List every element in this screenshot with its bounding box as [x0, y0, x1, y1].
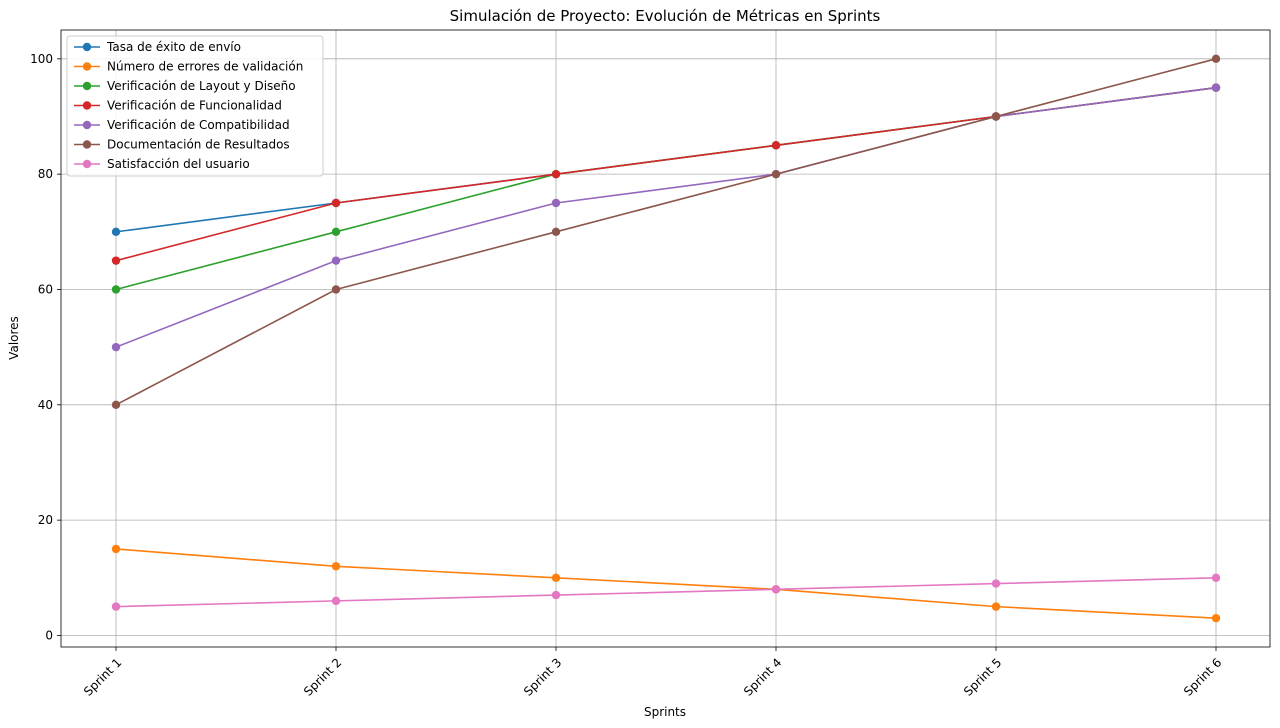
legend-marker — [82, 42, 92, 52]
data-point — [551, 227, 561, 237]
legend-entry: Número de errores de validación — [74, 60, 303, 74]
x-tick-label: Sprint 3 — [521, 655, 564, 698]
series-line — [115, 548, 1217, 619]
data-point — [551, 198, 561, 208]
data-point — [551, 573, 561, 583]
x-tick-label: Sprint 5 — [961, 655, 1004, 698]
data-point — [111, 544, 121, 554]
legend-marker — [82, 62, 92, 71]
legend-entry: Tasa de éxito de envío — [74, 40, 241, 54]
legend-label: Satisfacción del usuario — [107, 157, 250, 171]
legend-entry: Satisfacción del usuario — [74, 157, 250, 171]
legend-marker — [82, 101, 92, 110]
series-line — [115, 577, 1217, 608]
data-point — [331, 256, 341, 265]
data-point — [331, 198, 341, 208]
series-2 — [111, 544, 1221, 623]
legend-entry: Documentación de Resultados — [74, 138, 290, 152]
x-ticks: Sprint 1 Sprint 2 Sprint 3 Sprint 4 Sprint 5… — [81, 647, 1224, 699]
data-point — [991, 112, 1001, 121]
y-ticks: 0 20 40 60 80 100 — [30, 52, 61, 642]
data-point — [991, 602, 1001, 611]
data-point — [111, 227, 121, 237]
data-point — [771, 585, 781, 594]
legend: Tasa de éxito de envío Número de errores … — [66, 35, 324, 177]
legend-marker — [82, 159, 92, 169]
data-point — [331, 596, 341, 606]
data-point — [1211, 573, 1221, 583]
y-tick-label: 20 — [38, 513, 53, 527]
data-point — [111, 400, 121, 410]
series-line — [115, 58, 1217, 406]
x-tick-label: Sprint 2 — [301, 655, 344, 698]
legend-marker — [82, 81, 92, 91]
plot-frame — [60, 29, 1271, 648]
series-layer — [111, 54, 1221, 623]
data-point — [551, 169, 561, 179]
data-point — [331, 227, 341, 237]
legend-entry: Verificación de Compatibilidad — [74, 118, 290, 132]
data-point — [771, 141, 781, 150]
legend-entry: Verificación de Layout y Diseño — [74, 79, 296, 93]
x-tick-label: Sprint 1 — [81, 655, 124, 698]
data-point — [331, 562, 341, 571]
y-tick-label: 60 — [38, 282, 53, 296]
data-point — [771, 169, 781, 179]
x-tick-label: Sprint 4 — [741, 655, 784, 698]
legend-label: Número de errores de validación — [107, 60, 303, 74]
data-point — [1211, 613, 1221, 623]
data-point — [111, 256, 121, 265]
data-point — [991, 579, 1001, 588]
legend-box — [66, 35, 324, 177]
data-point — [551, 590, 561, 600]
series-6 — [111, 54, 1221, 410]
x-axis-label: Sprints — [644, 705, 686, 719]
legend-label: Documentación de Resultados — [107, 138, 290, 152]
y-tick-label: 100 — [30, 52, 53, 66]
series-7 — [111, 573, 1221, 611]
legend-label: Verificación de Compatibilidad — [107, 118, 290, 132]
legend-label: Verificación de Layout y Diseño — [107, 79, 296, 93]
data-point — [111, 602, 121, 611]
y-tick-label: 40 — [38, 398, 53, 412]
legend-entry: Verificación de Funcionalidad — [74, 99, 282, 113]
x-tick-label: Sprint 6 — [1181, 655, 1224, 698]
legend-marker — [82, 140, 92, 149]
legend-marker — [82, 120, 92, 130]
legend-label: Tasa de éxito de envío — [106, 40, 241, 54]
series-line — [115, 86, 1217, 348]
data-point — [1211, 83, 1221, 92]
y-tick-label: 80 — [38, 167, 53, 181]
legend-label: Verificación de Funcionalidad — [107, 99, 282, 113]
data-point — [111, 285, 121, 294]
y-axis-label: Valores — [7, 316, 21, 360]
y-tick-label: 0 — [45, 628, 53, 642]
data-point — [331, 285, 341, 294]
data-point — [111, 342, 121, 352]
data-point — [1211, 54, 1221, 64]
chart-title: Simulación de Proyecto: Evolución de Mét… — [450, 7, 881, 25]
